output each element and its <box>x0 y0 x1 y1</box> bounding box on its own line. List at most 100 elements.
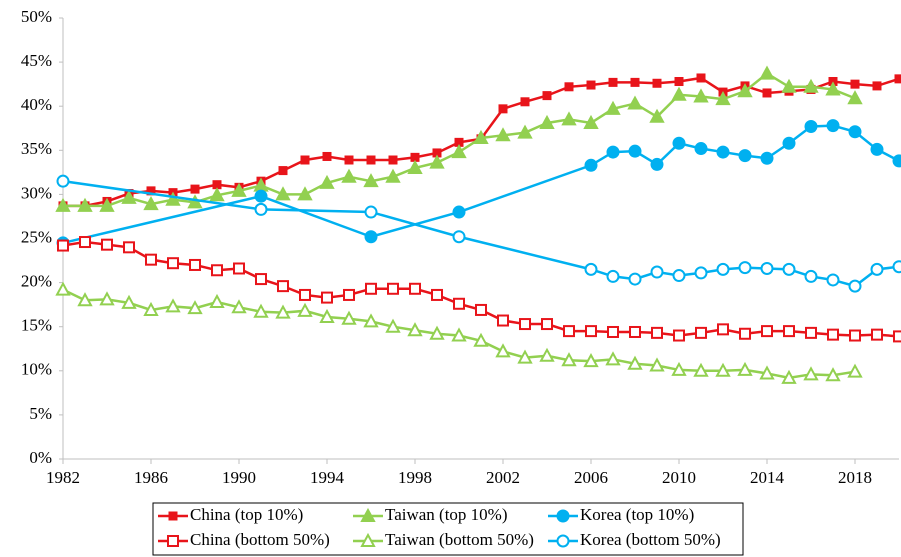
marker <box>564 82 574 92</box>
marker <box>759 65 775 80</box>
marker <box>212 180 222 190</box>
marker <box>804 269 818 283</box>
marker <box>628 144 642 158</box>
marker <box>737 361 753 376</box>
marker <box>101 238 113 251</box>
marker <box>737 83 753 98</box>
marker <box>497 314 509 327</box>
marker <box>872 81 882 91</box>
marker <box>189 258 201 271</box>
marker <box>55 281 71 296</box>
marker <box>630 77 640 87</box>
marker <box>364 230 378 244</box>
marker <box>696 73 706 83</box>
marker <box>561 352 577 367</box>
marker <box>803 366 819 381</box>
legend-label: Korea (bottom 50%) <box>580 530 721 549</box>
marker <box>278 166 288 176</box>
legend-item: Korea (bottom 50%) <box>548 530 721 549</box>
legend-label: Taiwan (bottom 50%) <box>385 530 534 549</box>
marker <box>849 329 861 342</box>
y-tick-label: 35% <box>21 139 52 158</box>
marker <box>209 187 225 202</box>
marker <box>652 78 662 88</box>
marker <box>695 326 707 339</box>
marker <box>717 323 729 336</box>
marker <box>605 100 621 115</box>
marker <box>694 142 708 156</box>
marker <box>738 149 752 163</box>
marker <box>452 205 466 219</box>
x-tick-label: 1982 <box>46 468 80 487</box>
marker <box>850 79 860 89</box>
marker <box>585 325 597 338</box>
marker <box>761 325 773 338</box>
marker <box>231 182 247 197</box>
marker <box>893 330 901 343</box>
y-tick-label: 45% <box>21 51 52 70</box>
marker <box>253 303 269 318</box>
series-line <box>62 240 900 338</box>
x-tick-label: 2002 <box>486 468 520 487</box>
marker <box>211 264 223 277</box>
marker <box>716 262 730 276</box>
marker <box>409 282 421 295</box>
marker <box>299 288 311 301</box>
marker <box>782 136 796 150</box>
marker <box>341 168 357 183</box>
marker <box>672 269 686 283</box>
x-tick-label: 2006 <box>574 468 608 487</box>
marker <box>804 119 818 133</box>
marker <box>584 158 598 172</box>
marker <box>583 353 599 368</box>
marker <box>519 318 531 331</box>
marker <box>319 308 335 323</box>
marker <box>277 280 289 293</box>
marker <box>715 362 731 377</box>
marker <box>693 88 709 103</box>
marker <box>297 186 313 201</box>
marker <box>121 294 137 309</box>
marker <box>473 129 489 144</box>
marker <box>410 152 420 162</box>
marker <box>275 304 291 319</box>
marker <box>561 111 577 126</box>
marker <box>190 184 200 194</box>
marker <box>825 367 841 382</box>
legend-label: Taiwan (top 10%) <box>385 505 508 524</box>
marker <box>365 282 377 295</box>
marker <box>584 262 598 276</box>
marker <box>671 361 687 376</box>
marker <box>344 155 354 165</box>
marker <box>783 325 795 338</box>
marker <box>167 535 179 547</box>
marker <box>541 318 553 331</box>
marker <box>825 81 841 96</box>
marker <box>451 327 467 342</box>
marker <box>826 119 840 133</box>
marker <box>556 509 570 523</box>
marker <box>363 173 379 188</box>
marker <box>892 260 901 274</box>
x-tick-label: 1986 <box>134 468 168 487</box>
marker <box>366 155 376 165</box>
marker <box>167 257 179 270</box>
marker <box>451 143 467 159</box>
marker <box>275 186 291 201</box>
marker <box>77 197 93 212</box>
marker <box>429 154 445 169</box>
y-tick-label: 25% <box>21 227 52 246</box>
marker <box>255 273 267 286</box>
marker <box>407 159 423 174</box>
marker <box>826 273 840 287</box>
marker <box>364 205 378 219</box>
marker <box>870 262 884 276</box>
marker <box>473 332 489 347</box>
marker <box>693 362 709 377</box>
y-tick-label: 15% <box>21 316 52 335</box>
legend-label: Korea (top 10%) <box>580 505 694 524</box>
marker <box>187 194 203 209</box>
legend-label: China (top 10%) <box>190 505 303 524</box>
marker <box>627 95 643 110</box>
y-tick-label: 40% <box>21 95 52 114</box>
